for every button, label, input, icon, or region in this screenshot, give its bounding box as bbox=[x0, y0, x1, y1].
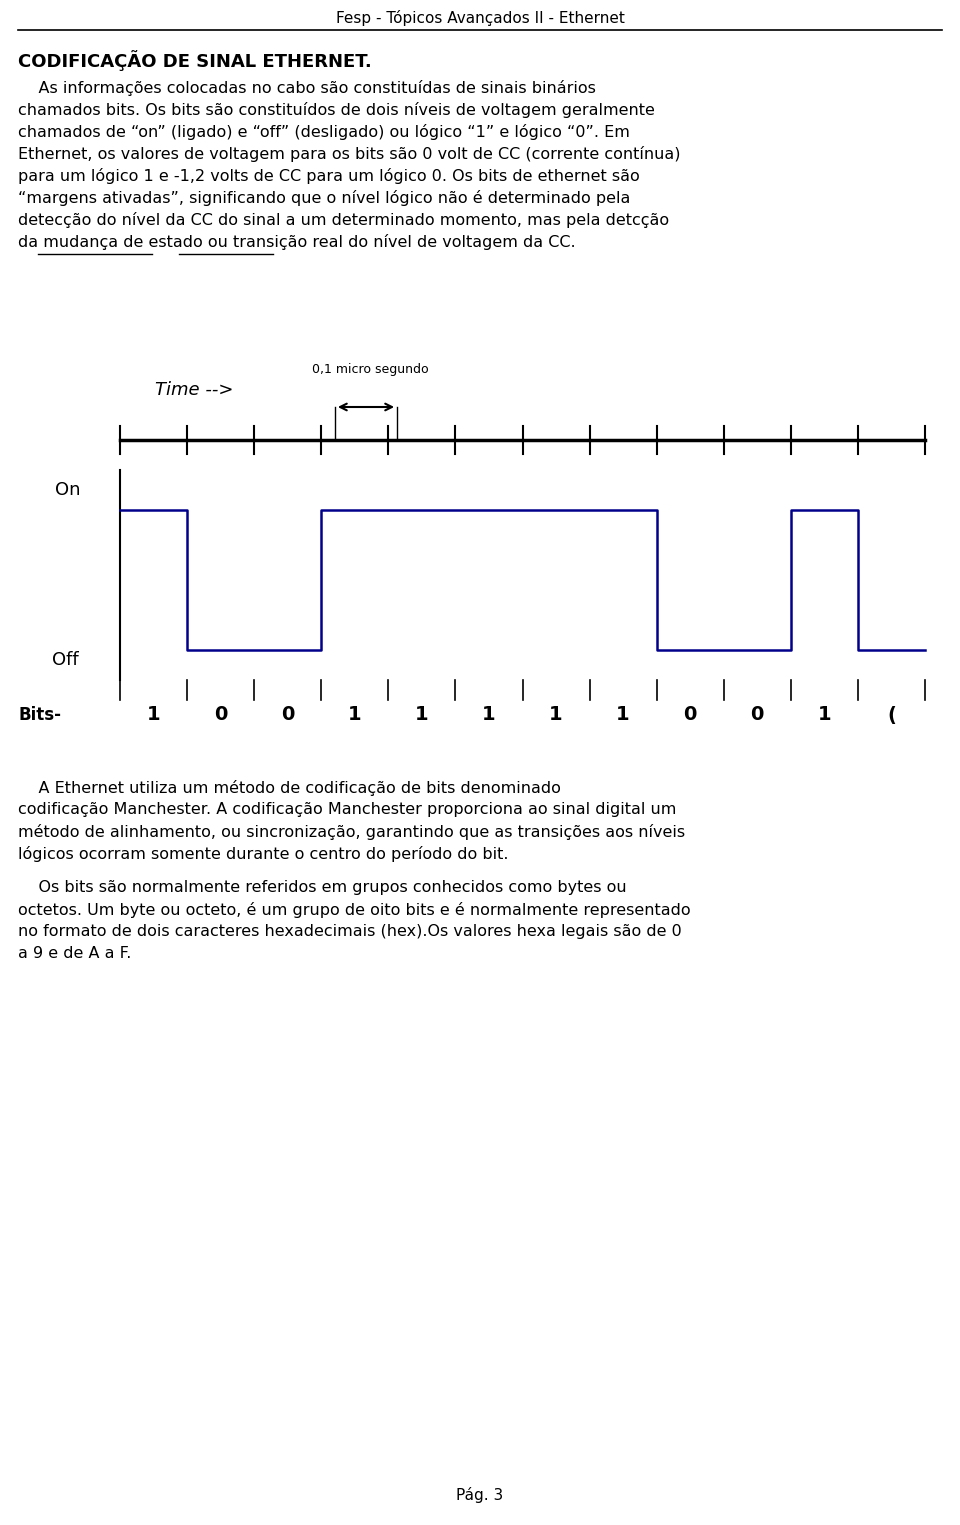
Text: detecção do nível da CC do sinal a um determinado momento, mas pela detcção: detecção do nível da CC do sinal a um de… bbox=[18, 212, 669, 229]
Text: Fesp - Tópicos Avançados II - Ethernet: Fesp - Tópicos Avançados II - Ethernet bbox=[336, 11, 624, 26]
Text: 0: 0 bbox=[214, 706, 228, 724]
Text: método de alinhamento, ou sincronização, garantindo que as transições aos níveis: método de alinhamento, ou sincronização,… bbox=[18, 824, 685, 840]
Text: da mudança de estado ou transição real do nível de voltagem da CC.: da mudança de estado ou transição real d… bbox=[18, 233, 576, 250]
Text: On: On bbox=[55, 480, 81, 499]
Text: 1: 1 bbox=[482, 706, 495, 724]
Text: 0: 0 bbox=[281, 706, 295, 724]
Text: Off: Off bbox=[52, 651, 79, 669]
Text: 1: 1 bbox=[549, 706, 563, 724]
Text: no formato de dois caracteres hexadecimais (hex).Os valores hexa legais são de 0: no formato de dois caracteres hexadecima… bbox=[18, 924, 682, 939]
Text: Pág. 3: Pág. 3 bbox=[456, 1487, 504, 1504]
Text: 1: 1 bbox=[616, 706, 630, 724]
Text: codificação Manchester. A codificação Manchester proporciona ao sinal digital um: codificação Manchester. A codificação Ma… bbox=[18, 802, 677, 817]
Text: 0: 0 bbox=[684, 706, 697, 724]
Text: 1: 1 bbox=[818, 706, 831, 724]
Text: para um lógico 1 e -1,2 volts de CC para um lógico 0. Os bits de ethernet são: para um lógico 1 e -1,2 volts de CC para… bbox=[18, 168, 639, 185]
Text: 1: 1 bbox=[415, 706, 429, 724]
Text: chamados bits. Os bits são constituídos de dois níveis de voltagem geralmente: chamados bits. Os bits são constituídos … bbox=[18, 102, 655, 117]
Text: chamados de “on” (ligado) e “off” (desligado) ou lógico “1” e lógico “0”. Em: chamados de “on” (ligado) e “off” (desli… bbox=[18, 124, 630, 140]
Text: (: ( bbox=[887, 706, 896, 724]
Text: A Ethernet utiliza um método de codificação de bits denominado: A Ethernet utiliza um método de codifica… bbox=[18, 779, 561, 796]
Text: As informações colocadas no cabo são constituídas de sinais binários: As informações colocadas no cabo são con… bbox=[18, 79, 596, 96]
Text: 0,1 micro segundo: 0,1 micro segundo bbox=[312, 363, 428, 377]
Text: 0: 0 bbox=[751, 706, 764, 724]
Text: CODIFICAÇÃO DE SINAL ETHERNET.: CODIFICAÇÃO DE SINAL ETHERNET. bbox=[18, 50, 372, 72]
Text: octetos. Um byte ou octeto, é um grupo de oito bits e é normalmente representado: octetos. Um byte ou octeto, é um grupo d… bbox=[18, 901, 690, 918]
Text: 1: 1 bbox=[147, 706, 160, 724]
Text: Bits-: Bits- bbox=[18, 706, 61, 724]
Text: Time -->: Time --> bbox=[155, 381, 233, 400]
Text: Os bits são normalmente referidos em grupos conhecidos como bytes ou: Os bits são normalmente referidos em gru… bbox=[18, 880, 627, 895]
Text: a 9 e de A a F.: a 9 e de A a F. bbox=[18, 946, 132, 961]
Text: lógicos ocorram somente durante o centro do período do bit.: lógicos ocorram somente durante o centro… bbox=[18, 846, 509, 862]
Text: Ethernet, os valores de voltagem para os bits são 0 volt de CC (corrente contínu: Ethernet, os valores de voltagem para os… bbox=[18, 146, 681, 162]
Text: 1: 1 bbox=[348, 706, 362, 724]
Text: “margens ativadas”, significando que o nível lógico não é determinado pela: “margens ativadas”, significando que o n… bbox=[18, 191, 631, 206]
